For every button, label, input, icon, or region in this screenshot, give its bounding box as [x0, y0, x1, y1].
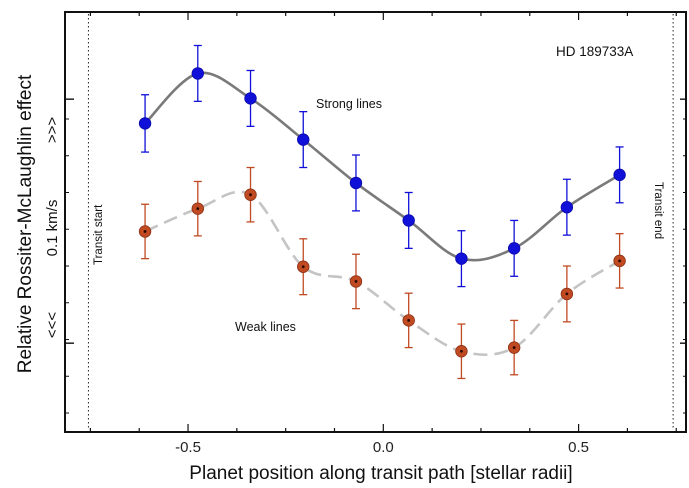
x-tick-label: 0.5 [568, 439, 589, 456]
data-points [138, 44, 626, 380]
transit-start-label: Transit start [93, 204, 105, 265]
plot-frame: -0.5 0.0 0.5 [64, 11, 687, 456]
strong-lines-label: Strong lines [316, 97, 382, 111]
strong-lines-point [402, 191, 415, 250]
marker-dot [407, 318, 411, 322]
strong-lines-point [191, 44, 204, 103]
marker [297, 133, 310, 146]
weak-lines-point [138, 203, 152, 260]
marker [402, 214, 415, 227]
x-tick-label: -0.5 [175, 439, 201, 456]
strong-lines-point [613, 146, 626, 204]
x-axis-title: Planet position along transit path [stel… [189, 463, 572, 484]
marker [244, 92, 257, 105]
weak-lines-label: Weak lines [235, 320, 296, 334]
y-scale-label: 0.1 km/s [44, 200, 61, 257]
strong-lines-point [297, 111, 310, 169]
y-arrow-down: <<< [44, 312, 61, 339]
marker [507, 242, 521, 255]
strong-lines-point [507, 219, 521, 277]
strong-lines-point [138, 94, 152, 153]
weak-lines-point [455, 323, 468, 380]
strong-lines-point [244, 69, 257, 127]
x-tick-label: 0.0 [373, 439, 394, 456]
strong-lines-point [560, 178, 574, 236]
marker-dot [460, 349, 463, 353]
strong-lines-curve [144, 71, 621, 262]
weak-lines-point [191, 180, 204, 237]
transit-end-label: Transit end [652, 182, 664, 239]
plot-border [64, 11, 687, 433]
marker-dot [301, 265, 305, 269]
marker [613, 168, 626, 182]
weak-lines-point [560, 265, 574, 323]
marker [191, 67, 204, 80]
fit-curves [144, 71, 621, 357]
y-axis-title: Relative Rossiter-McLaughlin effect [15, 74, 36, 373]
marker-dot [249, 193, 252, 197]
weak-lines-point [507, 319, 521, 376]
marker-dot [618, 259, 622, 263]
strong-lines-point [349, 154, 363, 212]
marker [560, 200, 574, 214]
marker [138, 117, 152, 130]
star-label: HD 189733A [556, 44, 633, 59]
marker-dot [565, 292, 569, 296]
marker-dot [196, 207, 200, 211]
marker [455, 252, 468, 265]
marker-dot [512, 346, 516, 349]
weak-lines-point [402, 292, 415, 349]
y-arrow-up: >>> [44, 117, 61, 144]
marker-dot [143, 230, 147, 233]
weak-lines-point [349, 253, 363, 310]
marker-dot [354, 280, 358, 283]
weak-lines-curve [144, 190, 621, 357]
weak-lines-point [244, 166, 257, 223]
strong-lines-point [455, 230, 468, 288]
weak-lines-point [297, 238, 310, 296]
weak-lines-point [613, 233, 626, 289]
marker [349, 176, 363, 190]
